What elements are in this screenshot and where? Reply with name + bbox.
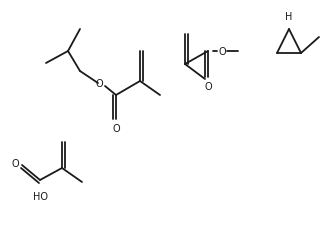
Text: H: H [285, 12, 293, 22]
Text: O: O [112, 123, 120, 133]
Text: O: O [95, 79, 103, 89]
Text: O: O [11, 158, 19, 168]
Text: O: O [218, 47, 226, 57]
Text: O: O [204, 82, 212, 92]
Text: HO: HO [33, 191, 47, 201]
